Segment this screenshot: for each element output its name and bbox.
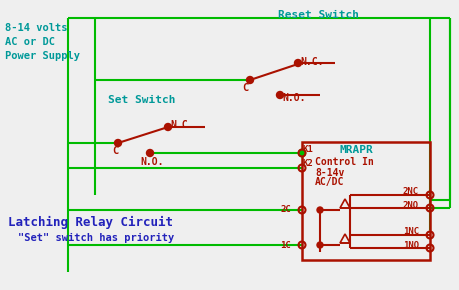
Text: "Set" switch has priority: "Set" switch has priority xyxy=(18,233,174,243)
Text: K1: K1 xyxy=(302,144,313,153)
Circle shape xyxy=(146,150,153,157)
Circle shape xyxy=(276,92,283,99)
Text: N.O.: N.O. xyxy=(281,93,305,103)
Text: N.O.: N.O. xyxy=(140,157,163,167)
Text: 1NO: 1NO xyxy=(402,240,418,249)
Bar xyxy=(302,142,429,260)
Text: C: C xyxy=(112,146,118,156)
Text: 1NC: 1NC xyxy=(402,227,418,237)
Circle shape xyxy=(316,207,322,213)
Text: K2: K2 xyxy=(302,160,313,168)
Text: 1C: 1C xyxy=(280,240,291,249)
Text: 2NO: 2NO xyxy=(402,200,418,209)
Text: Control In: Control In xyxy=(314,157,373,167)
Text: MRAPR: MRAPR xyxy=(339,145,373,155)
Circle shape xyxy=(294,59,301,66)
Text: Power Supply: Power Supply xyxy=(5,51,80,61)
Text: 8-14 volts: 8-14 volts xyxy=(5,23,67,33)
Circle shape xyxy=(246,77,253,84)
Text: AC or DC: AC or DC xyxy=(5,37,55,47)
Circle shape xyxy=(298,150,305,157)
Circle shape xyxy=(114,139,121,146)
Text: 2C: 2C xyxy=(280,206,291,215)
Text: 2NC: 2NC xyxy=(402,188,418,197)
Circle shape xyxy=(164,124,171,130)
Text: C: C xyxy=(241,83,248,93)
Text: Reset Switch: Reset Switch xyxy=(277,10,358,20)
Text: 8-14v: 8-14v xyxy=(314,168,344,178)
Text: N.C.: N.C. xyxy=(170,120,193,130)
Text: Set Switch: Set Switch xyxy=(108,95,175,105)
Circle shape xyxy=(316,242,322,248)
Text: AC/DC: AC/DC xyxy=(314,177,344,187)
Text: Latching Relay Circuit: Latching Relay Circuit xyxy=(8,215,173,229)
Text: N.C.: N.C. xyxy=(299,57,323,67)
